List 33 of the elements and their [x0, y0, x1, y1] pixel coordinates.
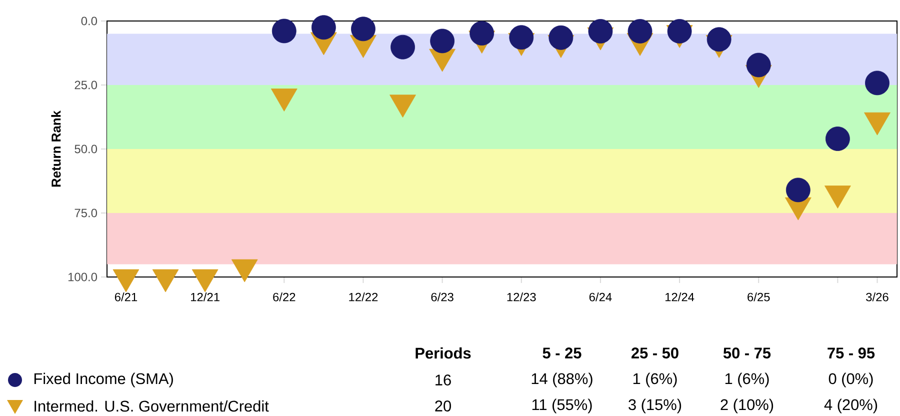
y-tick-label: 50.0	[74, 144, 98, 154]
y-tick-label: 0.0	[81, 16, 98, 26]
text: 2 (10%)	[720, 398, 774, 414]
text: 14 (88%)	[532, 372, 592, 388]
x-tick-label: 12/23	[507, 292, 536, 302]
x-tick-label: 6/21	[114, 292, 138, 302]
y-tick-label: 25.0	[74, 80, 98, 90]
x-tick-label: 6/25	[748, 292, 770, 302]
y-axis-title: Return Rank	[51, 110, 61, 187]
text: 1 (6%)	[725, 372, 769, 388]
text: Periods	[416, 347, 471, 359]
x-tick-label: 6/24	[589, 292, 612, 302]
text: 4 (20%)	[824, 398, 878, 414]
x-tick-label: 12/24	[665, 292, 694, 302]
text: 1 (6%)	[633, 372, 677, 388]
text: 3 (15%)	[628, 398, 682, 414]
x-tick-label: 3/26	[866, 292, 888, 302]
text: 5 - 25	[542, 348, 582, 358]
x-tick-label: 12/22	[349, 292, 378, 302]
text: 25 - 50	[632, 348, 678, 358]
text: 50 - 75	[723, 348, 771, 358]
y-tick-label: 75.0	[74, 208, 98, 218]
y-tick-label: 100.0	[68, 272, 98, 282]
x-tick-label: 6/23	[431, 292, 454, 302]
x-tick-label: 6/22	[273, 292, 296, 302]
text: 0 (0%)	[828, 372, 873, 388]
text: 75 - 95	[828, 348, 875, 358]
text: 20	[435, 400, 451, 412]
text: 16	[436, 374, 451, 386]
legend-label: Intermed. U.S. Government/Credit	[34, 400, 269, 412]
legend-label: Fixed Income (SMA)	[34, 372, 173, 388]
x-tick-label: 12/21	[191, 292, 220, 302]
text: 11 (55%)	[532, 398, 592, 414]
